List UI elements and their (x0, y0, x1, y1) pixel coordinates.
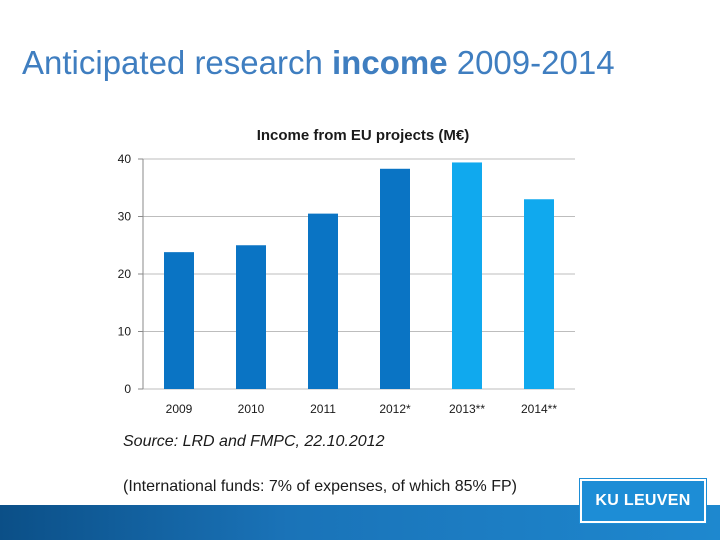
y-tick-label: 0 (124, 382, 131, 396)
y-tick-label: 10 (118, 325, 132, 339)
slide-title: Anticipated research income 2009-2014 (22, 44, 615, 82)
x-tick-label: 2012* (379, 402, 411, 416)
bar-2009 (164, 252, 194, 389)
title-suffix: 2009-2014 (447, 44, 615, 81)
chart-title: Income from EU projects (M€) (257, 127, 470, 144)
funds-note: (International funds: 7% of expenses, of… (123, 478, 517, 495)
title-prefix: Anticipated research (22, 44, 333, 81)
y-tick-label: 40 (118, 152, 132, 166)
y-tick-label: 20 (118, 267, 132, 281)
x-tick-label: 2014** (521, 402, 557, 416)
bar-2012 (380, 168, 410, 389)
source-caption: Source: LRD and FMPC, 22.10.2012 (123, 433, 385, 450)
logo-text: KU LEUVEN (595, 492, 691, 509)
bar-2010 (236, 245, 266, 389)
x-tick-label: 2011 (310, 402, 336, 416)
ku-leuven-logo: KU LEUVEN (580, 479, 706, 523)
title-emphasis: income (332, 44, 448, 81)
bar-2013 (452, 162, 482, 389)
x-tick-label: 2010 (238, 402, 265, 416)
bar-2011 (308, 213, 338, 389)
x-tick-label: 2013** (449, 402, 485, 416)
income-bar-chart: Income from EU projects (M€) 0 10 20 30 40 200… (118, 127, 575, 416)
bar-2014 (524, 199, 554, 389)
y-tick-label: 30 (118, 210, 132, 224)
x-tick-label: 2009 (166, 402, 193, 416)
